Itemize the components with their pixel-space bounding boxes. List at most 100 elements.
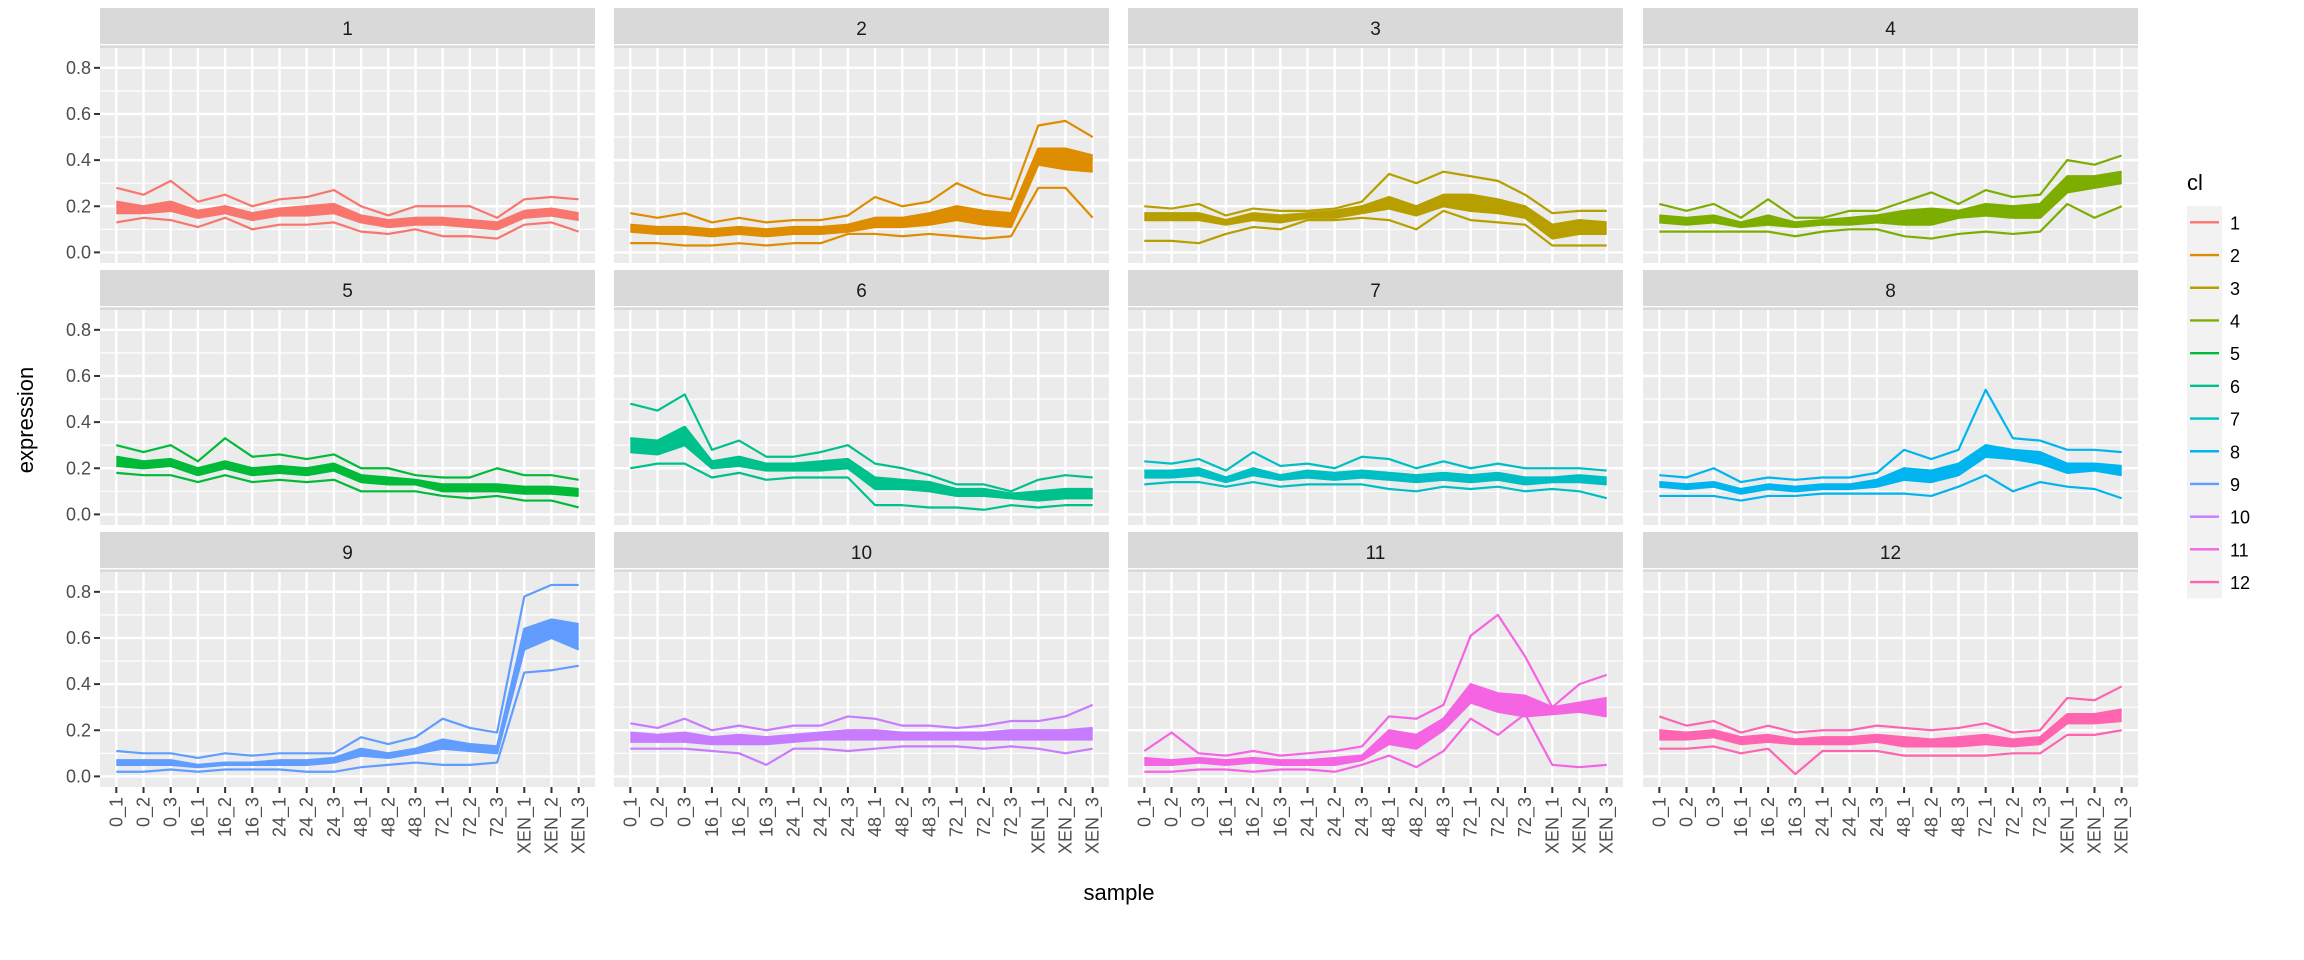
y-tick-label: 0.4 [66,674,91,694]
series-band [1144,194,1607,239]
panel-background [1643,572,2138,787]
x-tick-label: 72_2 [2003,797,2024,837]
series-line [116,583,579,760]
x-tick-label: 48_2 [1921,797,1942,837]
series-line [1144,480,1607,500]
panel-background [1128,572,1623,787]
series-line [1659,455,2122,495]
x-tick-label: 16_3 [1785,797,1806,837]
y-tick-label: 0.2 [66,720,91,740]
x-tick-label: 0_2 [648,797,669,827]
x-tick-label: XEN_1 [514,797,535,854]
facet-strip-label: 1 [342,19,353,40]
y-tick-label: 0.6 [66,366,91,386]
series-line [1659,474,2123,502]
x-tick-label: 48_2 [378,797,399,837]
series-line [630,738,1093,746]
series-line [630,147,1093,231]
series-line [630,425,1093,495]
series-line [1659,708,2122,741]
y-tick-label: 0.0 [66,766,91,786]
legend-label: 2 [2230,246,2240,266]
facet-panel-4: 4 [1643,8,2138,263]
x-tick-label: 48_2 [1406,797,1427,837]
x-tick-label: XEN_3 [569,797,590,854]
y-tick-label: 0.0 [66,504,91,524]
x-tick-label: 16_1 [1731,797,1752,837]
x-tick-label: XEN_2 [2084,797,2105,854]
facet-strip-label: 6 [856,281,867,302]
x-tick-label: 0_2 [134,797,155,827]
x-tick-label: 0_3 [1704,797,1725,827]
facet-panels: 1 0.0 0.2 0.4 0.6 0.8 2 3 4 5 0.0 0.2 0.4 0.6 0.8 6 7 8 9 0… [66,8,2138,854]
series-line [1659,170,2122,224]
legend-label: 12 [2230,573,2250,593]
x-tick-label: 72_3 [1515,797,1536,837]
x-tick-label: 24_2 [297,797,318,837]
series-line [1658,685,2123,734]
x-tick-label: 0_1 [1649,797,1670,827]
legend-label: 11 [2230,540,2249,560]
series-line [630,444,1093,502]
series-line [630,393,1093,493]
facet-panel-6: 6 [614,270,1109,525]
panel-background [614,572,1109,787]
x-tick-label: 72_1 [947,797,968,837]
panel-background [1643,48,2138,263]
series-line [116,464,579,498]
y-tick-label: 0.6 [66,628,91,648]
facet-panel-2: 2 [614,8,1109,263]
x-tick-label: 48_3 [1433,797,1454,837]
x-tick-label: 72_1 [1976,797,1997,837]
legend-label: 8 [2230,442,2240,462]
legend-label: 5 [2230,344,2240,364]
x-tick-label: 24_3 [324,797,345,837]
facet-strip [1643,270,2138,310]
x-tick-label: 0_3 [1189,797,1210,827]
x-tick-label: 16_1 [1216,797,1237,837]
x-tick-label: 16_1 [188,797,209,837]
x-tick-label: XEN_1 [2057,797,2078,854]
series-line [116,618,579,766]
legend-label: 1 [2230,213,2240,233]
x-tick-label: 48_1 [1379,797,1400,837]
facet-panel-11: 11 0_1 0_2 0_3 16_1 16_2 16_3 24_1 24_2 24_3 48_1 4… [1128,532,1623,854]
facet-strip-label: 10 [851,543,872,564]
x-tick-label: 16_2 [1758,797,1779,837]
facet-panel-1: 1 0.0 0.2 0.4 0.6 0.8 [66,8,595,263]
facet-strip [100,270,595,310]
x-tick-label: 48_3 [919,797,940,837]
series-line [630,703,1094,732]
x-tick-label: 72_1 [1461,797,1482,837]
facet-panel-10: 10 0_1 0_2 0_3 16_1 16_2 16_3 24_1 24_2 24_3 48_1 4… [614,532,1109,854]
x-axis-label: sample [1084,880,1155,905]
series-line [1144,683,1607,762]
x-tick-label: 24_2 [1325,797,1346,837]
series-band [1659,445,2122,494]
x-tick-label: 16_3 [1270,797,1291,837]
x-tick-label: 72_3 [2030,797,2051,837]
x-tick-label: 72_2 [460,797,481,837]
series-line [1144,205,1607,240]
x-tick-label: 48_1 [1894,797,1915,837]
facet-strip [614,8,1109,48]
series-line [630,726,1093,739]
x-tick-label: 16_3 [756,797,777,837]
y-tick-label: 0.8 [66,582,91,602]
facet-strip [1128,8,1623,48]
series-band [1659,709,2122,747]
series-line [1144,170,1607,217]
series-line [1659,719,2122,748]
panel-background [1128,310,1623,525]
series-line [630,462,1093,511]
panel-background [100,48,595,263]
x-tick-label: 0_3 [675,797,696,827]
x-tick-label: 24_2 [811,797,832,837]
x-tick-label: 24_1 [784,797,805,837]
series-line [1144,209,1607,247]
x-tick-label: XEN_2 [1055,797,1076,854]
series-line [630,745,1093,766]
series-line [116,664,579,773]
